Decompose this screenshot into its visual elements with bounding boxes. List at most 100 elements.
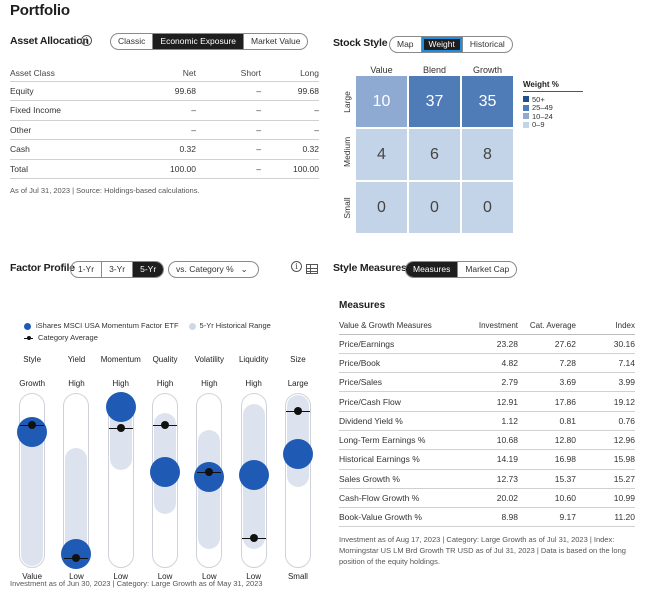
table-row: Price/Cash Flow 12.91 17.86 19.12 [339, 391, 635, 412]
measure-value: 2.79 [464, 372, 518, 393]
col-short: Short [196, 66, 261, 82]
category-average-marker[interactable] [116, 424, 125, 432]
tab-historical[interactable]: Historical [461, 37, 512, 52]
style-measures-title: Style Measures [333, 262, 407, 274]
measure-value: 10.68 [464, 430, 518, 451]
style-cell[interactable]: 35 [462, 76, 513, 127]
measure-value: 4.82 [464, 353, 518, 374]
table-header-row: Asset Class Net Short Long [10, 66, 319, 82]
style-box-grid: 10 37 35 4 6 8 0 0 0 [356, 76, 513, 233]
fund-marker[interactable] [238, 460, 269, 491]
factor-high-label: Large [287, 379, 309, 388]
factor-low-label: Low [157, 572, 173, 581]
tab-market-cap[interactable]: Market Cap [457, 262, 516, 277]
style-cell[interactable]: 0 [356, 182, 407, 233]
col-net: Net [130, 66, 196, 82]
measure-value: 8.98 [464, 507, 518, 528]
style-cell[interactable]: 10 [356, 76, 407, 127]
table-row: Cash 0.32–0.32 [10, 139, 319, 160]
factor-name: Size [290, 355, 306, 364]
cell-net: 100.00 [130, 159, 196, 179]
factor-legend: iShares MSCI USA Momentum Factor ETF 5-Y… [24, 321, 271, 343]
category-average-marker[interactable] [205, 467, 214, 476]
tab-economic-exposure[interactable]: Economic Exposure [152, 34, 243, 49]
fund-marker[interactable] [105, 392, 136, 422]
style-measures-note: Investment as of Aug 17, 2023 | Category… [339, 535, 626, 566]
style-cell[interactable]: 37 [409, 76, 460, 127]
factor-low-label: Low [113, 572, 129, 581]
col-long: Long [261, 66, 319, 82]
measure-value: 15.37 [518, 469, 576, 489]
style-col-growth: Growth [472, 65, 502, 75]
factor-name: Momentum [100, 355, 141, 364]
factor-high-label: High [68, 379, 85, 388]
factor-high-label: High [245, 379, 262, 388]
factor-name: Volatility [194, 355, 225, 364]
factor-low-label: Low [201, 572, 217, 581]
style-cell[interactable]: 6 [409, 129, 460, 180]
category-average-marker[interactable] [249, 534, 258, 543]
fund-marker[interactable] [194, 462, 225, 492]
cell-net: 99.68 [130, 81, 196, 101]
style-row-medium: Medium [342, 136, 352, 167]
legend-label: 0–9 [532, 120, 545, 130]
fund-marker[interactable] [282, 439, 313, 470]
info-icon[interactable]: i [81, 35, 92, 46]
style-measures-table: Value & Growth Measures Investment Cat. … [339, 318, 635, 528]
legend-item: 50+ [523, 95, 583, 104]
legend-swatch [523, 104, 529, 111]
col-investment: Investment [464, 318, 518, 335]
col-index: Index [576, 318, 635, 335]
factor-column: Yield High Low [54, 355, 98, 581]
category-average-marker[interactable] [72, 553, 81, 562]
measure-name: Price/Book [339, 353, 464, 374]
category-average-marker[interactable] [293, 406, 302, 415]
stock-style-tabs: Map Weight Historical [389, 36, 513, 53]
tab-weight[interactable]: Weight [420, 37, 462, 52]
category-average-marker[interactable] [161, 420, 170, 429]
stock-style-title: Stock Style [333, 37, 388, 49]
measure-name: Cash-Flow Growth % [339, 488, 464, 509]
style-cell[interactable]: 4 [356, 129, 407, 180]
legend-item: 10–24 [523, 112, 583, 121]
factor-column: Style Growth Value [10, 355, 54, 581]
category-dropdown[interactable]: vs. Category % ⌄ [168, 261, 259, 278]
tab-market-value[interactable]: Market Value [243, 34, 307, 49]
factor-name: Yield [67, 355, 86, 364]
style-col-blend: Blend [422, 65, 447, 75]
measure-value: 1.12 [464, 411, 518, 431]
factor-high-label: High [112, 379, 129, 388]
tab-5yr[interactable]: 5-Yr [132, 262, 164, 277]
factor-column: Quality High Low [143, 355, 187, 581]
measure-value: 7.28 [518, 353, 576, 374]
factor-column: Size Large Small [276, 355, 320, 581]
table-row: Fixed Income – – – [10, 100, 319, 121]
info-icon[interactable]: i [291, 261, 302, 272]
measure-value: 12.96 [576, 430, 635, 451]
measure-name: Book-Value Growth % [339, 507, 464, 528]
col-cat-average: Cat. Average [518, 318, 576, 335]
measure-name: Historical Earnings % [339, 449, 464, 470]
factor-low-label: Low [246, 572, 261, 581]
table-row: Other – – – [10, 120, 319, 140]
table-row: Cash-Flow Growth % 20.02 10.60 10.99 [339, 488, 635, 509]
cell-name: Other [10, 120, 130, 140]
tab-classic[interactable]: Classic [118, 36, 146, 46]
category-dropdown-label: vs. Category % [176, 264, 234, 274]
fund-marker[interactable] [150, 456, 181, 487]
tab-measures[interactable]: Measures [406, 262, 458, 277]
tab-map[interactable]: Map [397, 39, 414, 49]
tab-3yr[interactable]: 3-Yr [101, 262, 132, 277]
style-cell[interactable]: 8 [462, 129, 513, 180]
factor-profile-note: Investment as of Jun 30, 2023 | Category… [10, 579, 263, 588]
table-view-icon[interactable] [306, 264, 318, 274]
tab-1yr[interactable]: 1-Yr [78, 264, 95, 274]
measure-value: 7.14 [576, 353, 635, 374]
table-row: Price/Earnings 23.28 27.62 30.16 [339, 334, 635, 354]
style-cell[interactable]: 0 [462, 182, 513, 233]
legend-label: 50+ [532, 94, 545, 104]
fund-dot-icon [24, 322, 31, 330]
category-average-marker[interactable] [28, 420, 37, 429]
style-cell[interactable]: 0 [409, 182, 460, 233]
table-row: Price/Book 4.82 7.28 7.14 [339, 353, 635, 374]
